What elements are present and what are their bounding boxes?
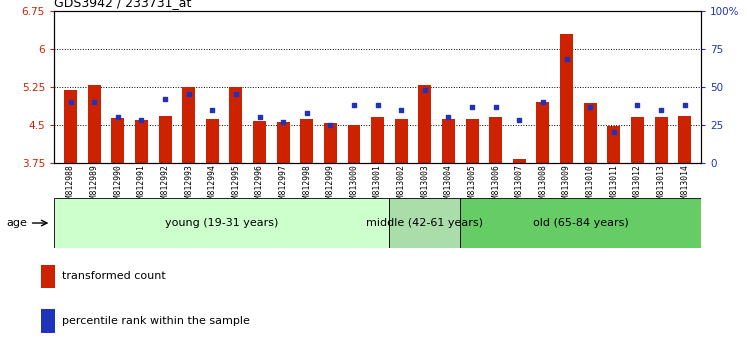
Bar (536, 102, 550, 163)
Text: GSM812988: GSM812988 (66, 165, 75, 209)
Text: GSM812989: GSM812989 (90, 165, 99, 209)
Bar (135, 120, 148, 163)
Text: GSM813003: GSM813003 (420, 165, 429, 209)
Point (679, 102, 691, 108)
Text: GSM813010: GSM813010 (586, 165, 595, 209)
Point (371, 102, 383, 108)
Bar (324, 123, 337, 163)
Bar (442, 119, 455, 163)
Bar (560, 34, 573, 163)
Text: GSM813009: GSM813009 (562, 165, 571, 209)
Bar (206, 119, 219, 163)
Bar (41, 309, 55, 333)
Bar (54, 198, 389, 248)
Point (88, 99, 101, 105)
Point (584, 104, 596, 109)
Point (608, 130, 619, 135)
Point (442, 114, 454, 120)
Bar (300, 119, 313, 163)
Text: GSM813013: GSM813013 (656, 165, 665, 209)
Point (348, 102, 360, 108)
Point (159, 96, 171, 102)
Point (513, 118, 525, 123)
Point (632, 102, 644, 108)
Bar (158, 116, 172, 163)
Point (112, 114, 124, 120)
Text: GSM813000: GSM813000 (350, 165, 358, 209)
Text: GSM813012: GSM813012 (633, 165, 642, 209)
Bar (253, 121, 266, 163)
Bar (460, 198, 701, 248)
Bar (394, 119, 408, 163)
Text: GSM812992: GSM812992 (160, 165, 170, 209)
Point (206, 107, 218, 113)
Bar (230, 87, 242, 163)
Bar (608, 126, 620, 163)
Text: GSM813004: GSM813004 (444, 165, 453, 209)
Text: GSM813011: GSM813011 (609, 165, 618, 209)
Bar (64, 90, 77, 163)
Bar (88, 85, 100, 163)
Text: GSM812997: GSM812997 (279, 165, 288, 209)
Bar (584, 103, 597, 163)
Point (325, 122, 337, 127)
Bar (277, 122, 290, 163)
Text: GSM812999: GSM812999 (326, 165, 335, 209)
Text: percentile rank within the sample: percentile rank within the sample (62, 316, 250, 326)
Point (560, 57, 572, 62)
Point (395, 107, 407, 113)
Point (278, 119, 290, 125)
Text: GSM812998: GSM812998 (302, 165, 311, 209)
Point (183, 92, 195, 97)
Text: old (65-84 years): old (65-84 years) (533, 218, 628, 228)
Text: GSM813001: GSM813001 (374, 165, 382, 209)
Bar (111, 118, 125, 163)
Text: GSM813006: GSM813006 (491, 165, 500, 209)
Text: young (19-31 years): young (19-31 years) (165, 218, 278, 228)
Bar (489, 117, 502, 163)
Text: GSM812990: GSM812990 (113, 165, 122, 209)
Bar (371, 117, 384, 163)
Text: GSM813002: GSM813002 (397, 165, 406, 209)
Point (301, 110, 313, 115)
Text: GSM813005: GSM813005 (467, 165, 476, 209)
Text: GSM813008: GSM813008 (538, 165, 548, 209)
Bar (347, 125, 361, 163)
Point (136, 118, 148, 123)
Point (490, 104, 502, 109)
Point (655, 107, 667, 113)
Text: GSM812994: GSM812994 (208, 165, 217, 209)
Text: GSM813014: GSM813014 (680, 165, 689, 209)
Text: GSM812993: GSM812993 (184, 165, 194, 209)
Text: GSM812996: GSM812996 (255, 165, 264, 209)
Bar (389, 198, 460, 248)
Text: GDS3942 / 233731_at: GDS3942 / 233731_at (54, 0, 191, 10)
Bar (655, 117, 668, 163)
Bar (466, 119, 478, 163)
Bar (513, 159, 526, 163)
Point (230, 92, 242, 97)
Bar (419, 85, 431, 163)
Point (537, 99, 549, 105)
Bar (631, 117, 644, 163)
Text: GSM812991: GSM812991 (137, 165, 146, 209)
Text: GSM813007: GSM813007 (514, 165, 523, 209)
Text: transformed count: transformed count (62, 272, 166, 281)
Point (254, 114, 266, 120)
Text: GSM812995: GSM812995 (232, 165, 241, 209)
Point (419, 87, 430, 93)
Text: age: age (6, 218, 27, 228)
Bar (41, 265, 55, 288)
Text: middle (42-61 years): middle (42-61 years) (366, 218, 483, 228)
Bar (678, 116, 692, 163)
Point (64, 99, 76, 105)
Bar (182, 87, 195, 163)
Point (466, 104, 478, 109)
